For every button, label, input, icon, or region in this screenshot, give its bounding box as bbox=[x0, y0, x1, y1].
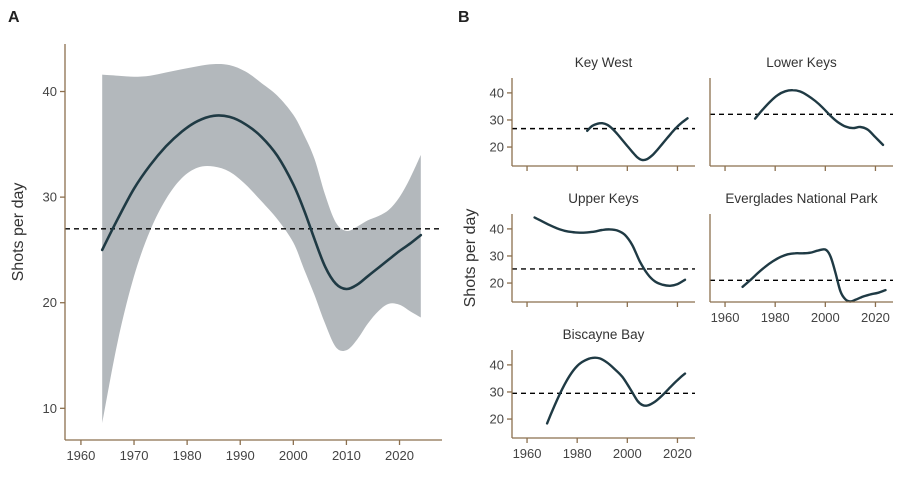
panel-a-x-tick-label: 2000 bbox=[279, 448, 308, 463]
facet-5-y-tick-label: 30 bbox=[490, 384, 504, 399]
facet-1-y-tick-label: 20 bbox=[490, 140, 504, 155]
panel-a-x-tick-label: 1960 bbox=[66, 448, 95, 463]
facet-3-trend-line bbox=[533, 216, 687, 288]
facet-5-trend-line bbox=[545, 356, 687, 425]
facet-2-trend-line bbox=[753, 88, 885, 147]
panel-a-x-tick-label: 2020 bbox=[385, 448, 414, 463]
panel-a-y-axis-title: Shots per day bbox=[10, 183, 27, 282]
panel-a-y-tick-label: 40 bbox=[43, 84, 57, 99]
facet-1-group: 20 30 40 Key West bbox=[490, 55, 695, 171]
facet-4-x-tick-label: 1980 bbox=[761, 310, 790, 325]
facet-3-title: Upper Keys bbox=[568, 191, 639, 206]
facet-2-group: Lower Keys bbox=[709, 55, 893, 171]
panel-a-x-tick-label: 1990 bbox=[226, 448, 255, 463]
facet-5-group: 20 30 40 1960 1980 2000 2020 Biscayne Bay bbox=[490, 327, 695, 461]
facet-3-y-tick-label: 40 bbox=[490, 221, 504, 236]
facet-1-trend-line bbox=[586, 117, 689, 162]
facet-4-trend-line bbox=[741, 248, 887, 303]
panel-a-group: 10 20 30 40 1960 1970 1980 1990 2000 2010 2020 bbox=[43, 44, 442, 463]
facet-2-title: Lower Keys bbox=[766, 55, 837, 70]
facet-5-y-tick-label: 20 bbox=[490, 412, 504, 427]
facet-4-title: Everglades National Park bbox=[725, 191, 878, 206]
panel-a-y-tick-label: 30 bbox=[43, 190, 57, 205]
panel-a-trend-line bbox=[100, 114, 423, 291]
panel-a-x-tick-label: 1980 bbox=[173, 448, 202, 463]
facet-3-group: 20 30 40 Upper Keys bbox=[490, 191, 695, 307]
facet-5-x-tick-label: 2020 bbox=[663, 446, 692, 461]
panel-b-letter: B bbox=[458, 9, 470, 26]
panel-a-letter: A bbox=[8, 9, 20, 26]
facet-1-title: Key West bbox=[575, 55, 633, 70]
facet-3-y-tick-label: 20 bbox=[490, 276, 504, 291]
facet-5-title: Biscayne Bay bbox=[563, 327, 645, 342]
facet-5-x-tick-label: 2000 bbox=[613, 446, 642, 461]
panel-b-y-axis-title: Shots per day bbox=[462, 209, 479, 308]
panel-a-x-tick-label: 1970 bbox=[120, 448, 149, 463]
facet-1-y-tick-label: 40 bbox=[490, 85, 504, 100]
panel-a-y-tick-label: 20 bbox=[43, 295, 57, 310]
facet-3-y-tick-label: 30 bbox=[490, 248, 504, 263]
facet-4-group: 1960 1980 2000 2020 Everglades National Park bbox=[709, 191, 893, 325]
facet-4-x-tick-label: 1960 bbox=[711, 310, 740, 325]
panel-a-y-tick-label: 10 bbox=[43, 401, 57, 416]
facet-4-x-tick-label: 2020 bbox=[861, 310, 890, 325]
facet-5-x-tick-label: 1980 bbox=[563, 446, 592, 461]
facet-5-y-tick-label: 40 bbox=[490, 357, 504, 372]
facet-1-y-tick-label: 30 bbox=[490, 112, 504, 127]
panel-a-confidence-band bbox=[102, 64, 421, 424]
facet-4-x-tick-label: 2000 bbox=[811, 310, 840, 325]
panel-a-x-tick-label: 2010 bbox=[332, 448, 361, 463]
facet-5-x-tick-label: 1960 bbox=[513, 446, 542, 461]
